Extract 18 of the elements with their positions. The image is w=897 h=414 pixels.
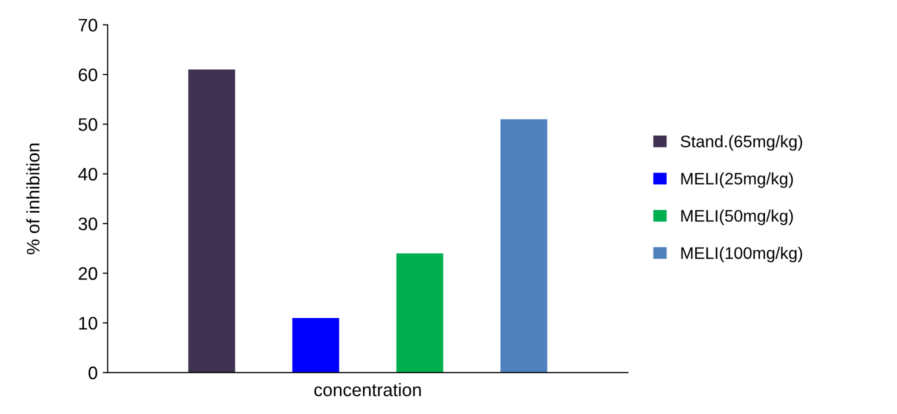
bar — [500, 119, 548, 373]
bar — [396, 253, 444, 373]
y-axis-title: % of inhibition — [26, 144, 40, 254]
y-tick-label: 40 — [78, 168, 98, 181]
legend-label: MELI(100mg/kg) — [681, 246, 802, 262]
y-tick-label: 60 — [78, 68, 98, 82]
y-tick-label: 30 — [78, 217, 98, 230]
y-tick-label: 20 — [78, 267, 98, 280]
y-tick-label: 50 — [78, 118, 98, 131]
legend-label: Stand.(65mg/kg) — [680, 135, 802, 151]
bar — [292, 318, 340, 373]
legend-label: MELI(50mg/kg) — [681, 210, 793, 226]
y-tick-label: 70 — [78, 18, 98, 32]
legend-label: MELI(25mg/kg) — [681, 172, 793, 188]
y-tick-label: 0 — [88, 366, 98, 380]
bar — [188, 70, 236, 373]
x-axis-title: concentration — [314, 383, 421, 396]
y-tick-label: 10 — [79, 316, 98, 330]
